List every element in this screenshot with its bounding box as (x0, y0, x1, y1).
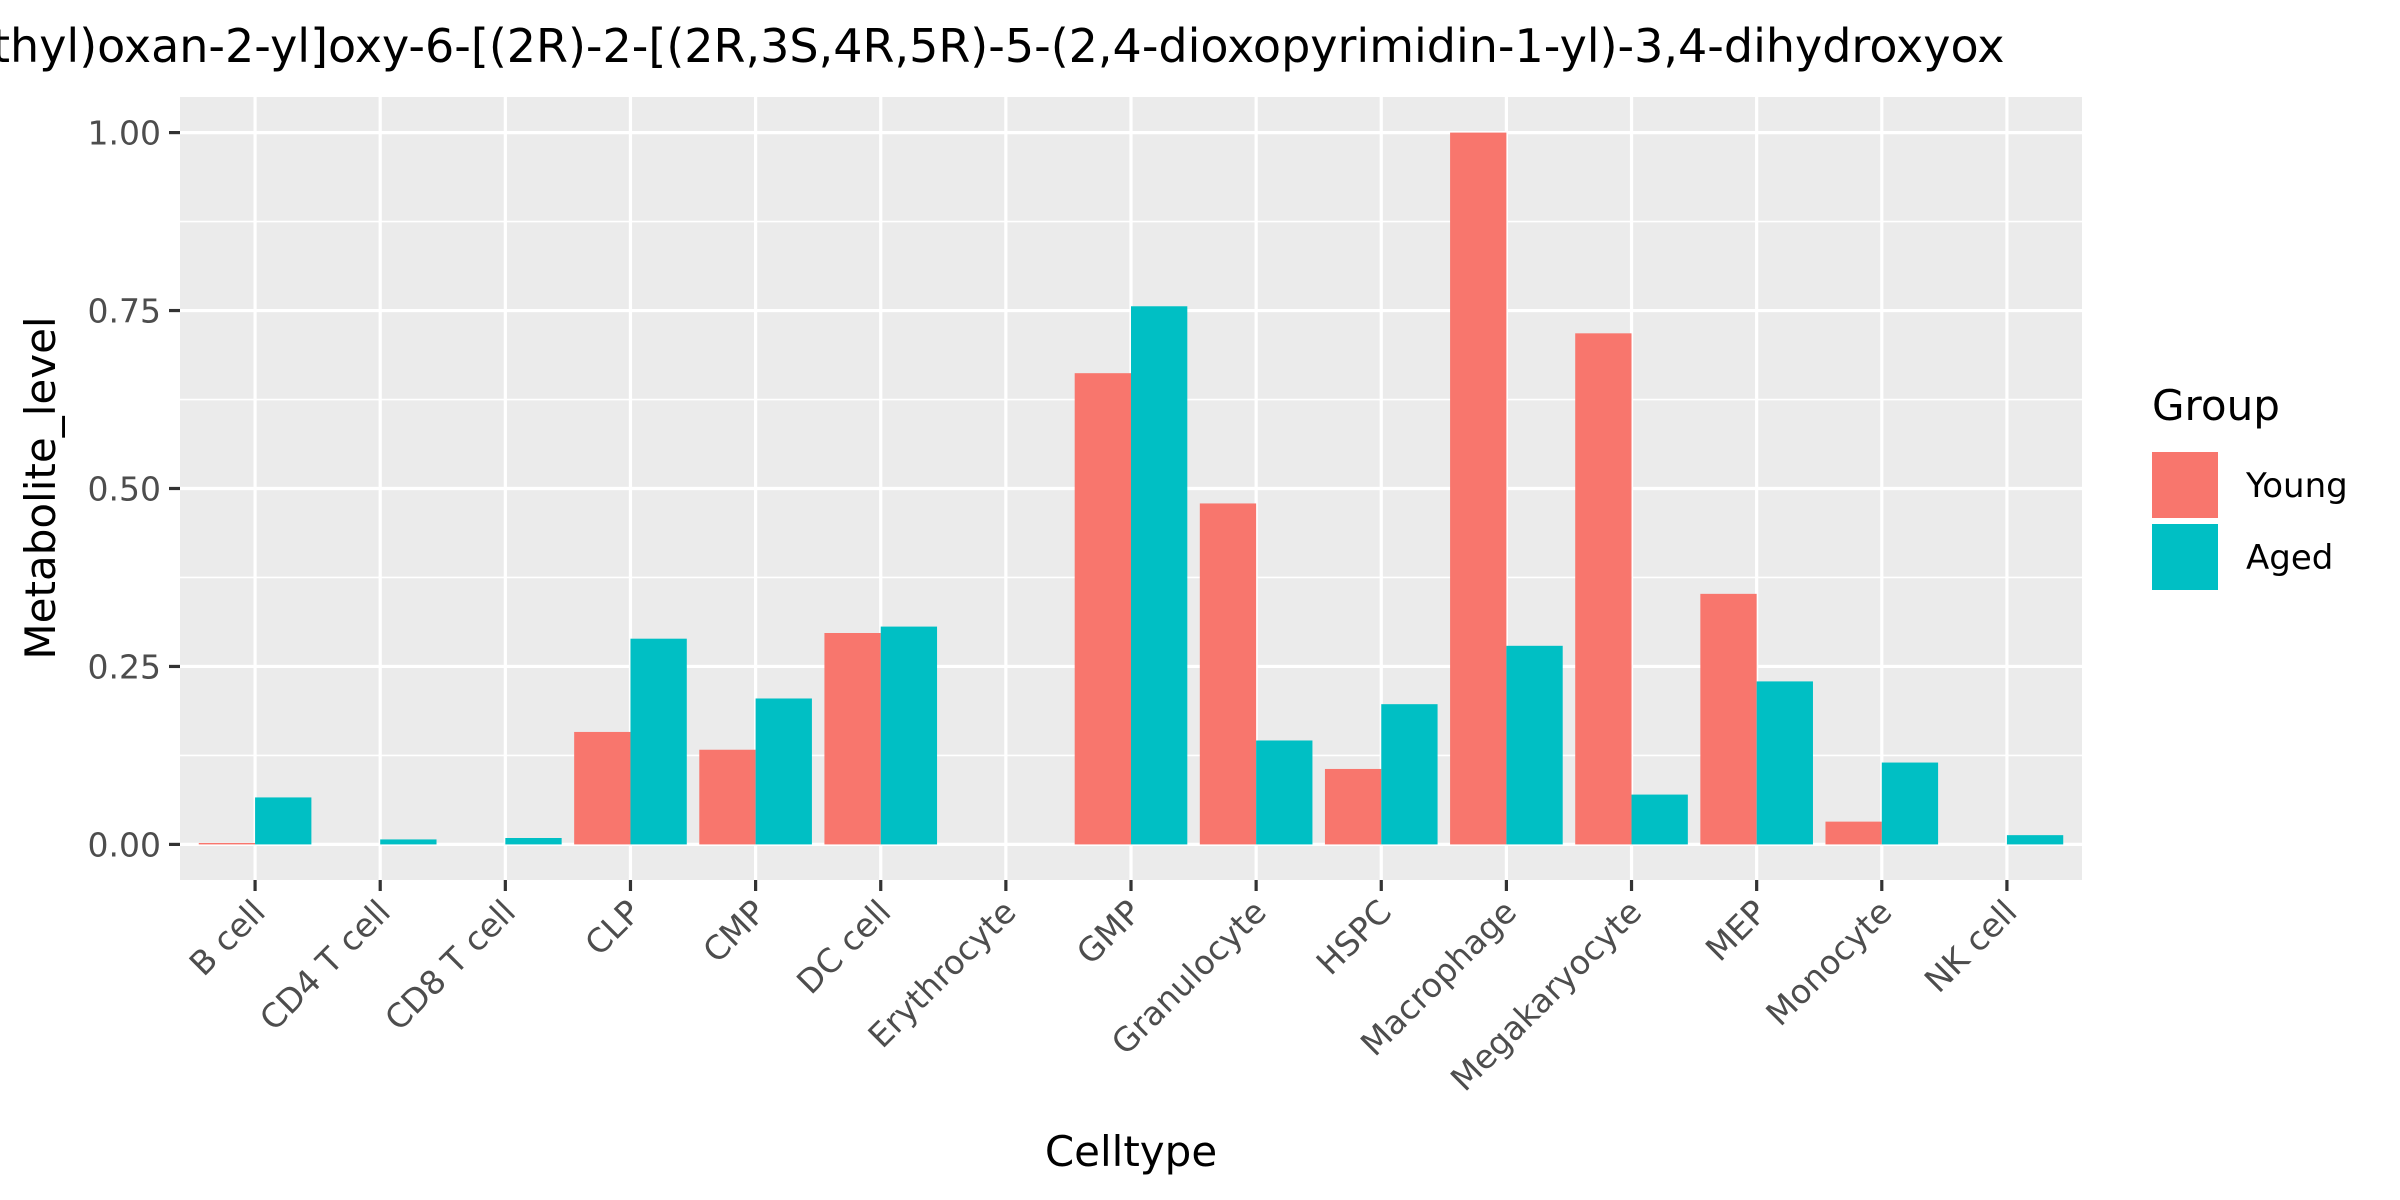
bar-young-granulocyte (1199, 503, 1257, 845)
x-tick-label: NK cell (1917, 892, 2025, 1000)
bar-aged-mep (1756, 681, 1813, 845)
y-axis-title: Metabolite_level (16, 316, 65, 659)
bar-young-dc-cell (824, 632, 881, 845)
bar-young-macrophage (1450, 132, 1507, 845)
x-tick-label: CD4 T cell (252, 892, 398, 1038)
bar-aged-cd4-t-cell (380, 839, 437, 845)
legend: Group Young Aged (2152, 381, 2348, 590)
x-tick-label: CLP (577, 892, 648, 963)
bar-young-gmp (1074, 373, 1131, 845)
y-tick-label: 1.00 (88, 114, 161, 153)
x-tick-label: CMP (695, 892, 773, 970)
x-tick-label: Monocyte (1758, 892, 1899, 1033)
bar-aged-nk-cell (2006, 835, 2064, 845)
bar-young-clp (574, 731, 631, 845)
x-tick-label: CD8 T cell (377, 892, 523, 1038)
bar-aged-gmp (1131, 306, 1188, 845)
bar-aged-clp (630, 638, 687, 845)
x-tick-label: B cell (182, 892, 273, 983)
x-axis-title: Celltype (1045, 1127, 1217, 1176)
legend-label-aged: Aged (2246, 538, 2333, 578)
bar-aged-megakaryocyte (1631, 794, 1688, 845)
legend-key-aged (2152, 524, 2218, 590)
bar-young-b-cell (198, 842, 256, 845)
bar-aged-cmp (755, 698, 812, 845)
bar-aged-hspc (1381, 704, 1438, 845)
x-tick-label: DC cell (789, 892, 898, 1001)
x-tick-label: MEP (1698, 892, 1775, 969)
x-tick-label: HSPC (1309, 892, 1399, 982)
legend-title: Group (2152, 381, 2280, 430)
chart-title: thyl)oxan-2-yl]oxy-6-[(2R)-2-[(2R,3S,4R,… (0, 19, 2004, 73)
bar-young-hspc (1324, 768, 1382, 845)
bar-young-cmp (699, 749, 756, 845)
bar-aged-granulocyte (1256, 740, 1313, 845)
bar-aged-monocyte (1881, 762, 1939, 845)
y-tick-label: 0.50 (88, 470, 161, 509)
bar-young-megakaryocyte (1575, 333, 1632, 845)
bar-young-monocyte (1825, 821, 1882, 845)
bars (198, 132, 2064, 845)
bar-aged-dc-cell (880, 626, 938, 845)
bar-young-mep (1700, 593, 1757, 845)
bar-aged-cd8-t-cell (505, 838, 562, 845)
y-tick-label: 0.00 (88, 825, 161, 864)
bar-aged-macrophage (1506, 645, 1563, 845)
bar-aged-b-cell (255, 797, 312, 845)
legend-label-young: Young (2245, 466, 2348, 506)
legend-key-young (2152, 452, 2218, 518)
y-tick-label: 0.75 (88, 292, 161, 331)
x-tick-label: GMP (1069, 892, 1149, 972)
y-tick-label: 0.25 (88, 647, 161, 686)
